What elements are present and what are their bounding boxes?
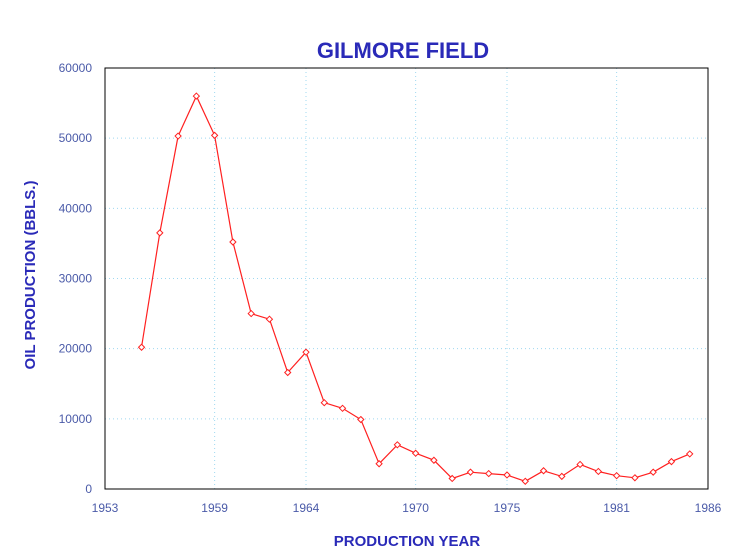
y-tick-label: 20000 (59, 342, 93, 356)
x-tick-label: 1986 (695, 501, 722, 515)
data-point (320, 398, 328, 407)
data-point (667, 457, 676, 466)
y-tick-label: 0 (85, 482, 92, 496)
y-axis-title: OIL PRODUCTION (BBLS.) (22, 181, 39, 370)
data-point (137, 343, 146, 351)
data-point (631, 474, 639, 482)
data-point (156, 229, 164, 237)
data-point (612, 471, 621, 480)
data-point (302, 348, 310, 356)
data-point (174, 132, 182, 140)
data-point (448, 474, 456, 483)
data-point (210, 131, 219, 140)
data-point (466, 468, 475, 476)
data-point (485, 469, 493, 478)
plot-frame (104, 67, 709, 490)
x-tick-label: 1964 (293, 501, 320, 515)
x-tick-label: 1975 (494, 501, 521, 515)
y-tick-label: 40000 (59, 201, 93, 215)
x-tick-label: 1970 (402, 501, 429, 515)
x-tick-label: 1959 (201, 501, 228, 515)
data-point (357, 415, 365, 424)
data-point (192, 92, 201, 100)
y-tick-label: 10000 (59, 412, 93, 426)
data-point (265, 315, 274, 323)
x-tick-label: 1981 (603, 501, 630, 515)
data-point (229, 238, 237, 246)
data-point (247, 309, 255, 318)
y-tick-label: 60000 (59, 61, 93, 75)
data-point (539, 467, 548, 475)
data-point (558, 472, 566, 481)
series-oil-production (137, 92, 694, 485)
data-point (649, 468, 657, 476)
chart-title: GILMORE FIELD (317, 38, 489, 63)
x-axis-title: PRODUCTION YEAR (334, 533, 481, 550)
data-point (430, 456, 438, 464)
grid (105, 68, 708, 489)
data-point (686, 450, 694, 458)
y-tick-label: 50000 (59, 131, 93, 145)
data-point (393, 441, 402, 449)
data-point (521, 477, 529, 485)
data-point (338, 404, 347, 413)
data-point (411, 449, 420, 457)
data-point (503, 471, 511, 479)
tick-labels: 1953 1959 1964 1970 1975 1981 1986 0 10000 20000 3… (59, 61, 722, 515)
data-point (594, 467, 603, 476)
data-point (375, 460, 383, 468)
data-point (576, 460, 584, 469)
y-tick-label: 30000 (59, 272, 93, 286)
data-point (284, 368, 292, 377)
x-tick-label: 1953 (92, 501, 119, 515)
